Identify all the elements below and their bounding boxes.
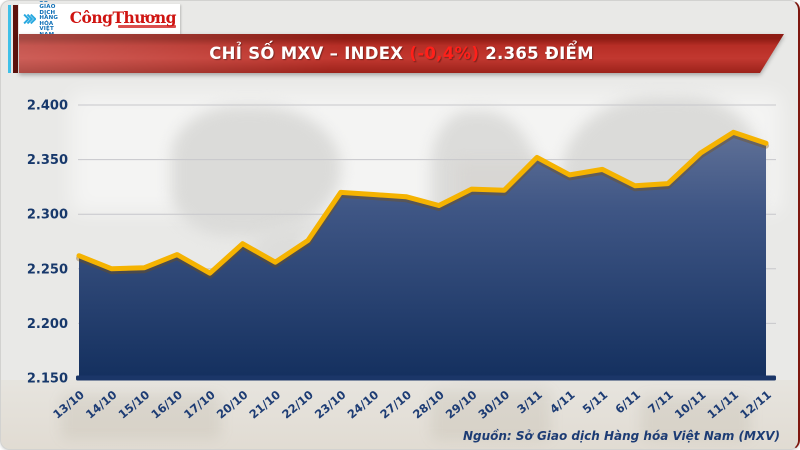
x-tick-label: 16/10 — [148, 388, 185, 422]
x-tick-label: 10/11 — [672, 388, 709, 422]
x-tick-label: 30/10 — [475, 388, 512, 422]
x-tick-label: 14/10 — [83, 388, 120, 422]
y-tick-label: 2.250 — [27, 262, 68, 277]
x-tick-label: 27/10 — [377, 388, 414, 422]
x-tick-label: 7/11 — [645, 388, 676, 417]
x-tick-label: 6/11 — [612, 388, 643, 417]
chart-title: CHỈ SỐ MXV – INDEX (-0,4%) 2.365 ĐIỂM — [209, 44, 594, 63]
x-tick-label: 15/10 — [116, 388, 153, 422]
x-tick-label: 22/10 — [279, 388, 316, 422]
accent-stripe-maroon — [13, 5, 18, 73]
x-tick-label: 3/11 — [514, 388, 545, 417]
y-tick-label: 2.300 — [27, 208, 68, 223]
x-tick-label: 5/11 — [580, 388, 611, 417]
mxv-logo-text: SỞ GIAO DỊCH HÀNG HÓA VIỆT NAM — [39, 0, 64, 39]
x-tick-label: 28/10 — [410, 388, 447, 422]
x-tick-label: 12/11 — [737, 388, 774, 422]
congthuong-tagline-strip — [118, 24, 176, 28]
mxv-logo-line: SỞ GIAO DỊCH — [39, 0, 56, 16]
congthuong-logo: CôngThương — [68, 7, 177, 28]
index-line — [76, 129, 769, 276]
x-tick-label: 23/10 — [312, 388, 349, 422]
x-tick-label: 24/10 — [345, 388, 382, 422]
mxv-logo-icon — [23, 13, 37, 25]
mxv-logo-line: HÀNG HÓA — [39, 15, 59, 27]
x-tick-label: 13/10 — [50, 388, 87, 422]
y-tick-label: 2.400 — [27, 99, 68, 114]
x-tick-label: 29/10 — [443, 388, 480, 422]
x-tick-label: 17/10 — [181, 388, 218, 422]
y-tick-label: 2.150 — [27, 372, 68, 387]
source-caption: Nguồn: Sở Giao dịch Hàng hóa Việt Nam (M… — [462, 429, 780, 443]
area-fill — [79, 132, 766, 376]
x-tick-label: 11/11 — [704, 388, 741, 422]
title-banner: CHỈ SỐ MXV – INDEX (-0,4%) 2.365 ĐIỂM — [19, 34, 784, 73]
congthuong-logo-text: CôngThương — [69, 7, 177, 27]
index-change-percent: (-0,4%) — [409, 44, 480, 63]
y-tick-label: 2.350 — [27, 153, 68, 168]
x-tick-label: 4/11 — [547, 388, 578, 417]
accent-stripe-cyan — [8, 5, 11, 73]
header-logo-box: SỞ GIAO DỊCH HÀNG HÓA VIỆT NAM CôngThươn… — [19, 1, 180, 38]
x-tick-label: 20/10 — [214, 388, 251, 422]
y-tick-label: 2.200 — [27, 317, 68, 332]
x-tick-label: 21/10 — [246, 388, 283, 422]
x-axis-line — [76, 375, 776, 381]
